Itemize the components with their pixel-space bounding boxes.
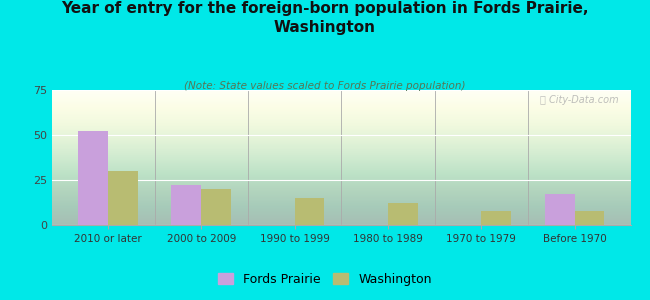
Bar [481,211,511,225]
Bar [388,203,418,225]
Bar [202,189,231,225]
Bar [78,131,108,225]
Text: Year of entry for the foreign-born population in Fords Prairie,
Washington: Year of entry for the foreign-born popul… [61,2,589,35]
Text: (Note: State values scaled to Fords Prairie population): (Note: State values scaled to Fords Prai… [184,81,466,91]
Bar [172,185,202,225]
Bar [545,194,575,225]
Bar [108,171,138,225]
Legend: Fords Prairie, Washington: Fords Prairie, Washington [213,268,437,291]
Bar [294,198,324,225]
Bar [575,211,604,225]
Text: ⓘ City-Data.com: ⓘ City-Data.com [540,95,619,105]
